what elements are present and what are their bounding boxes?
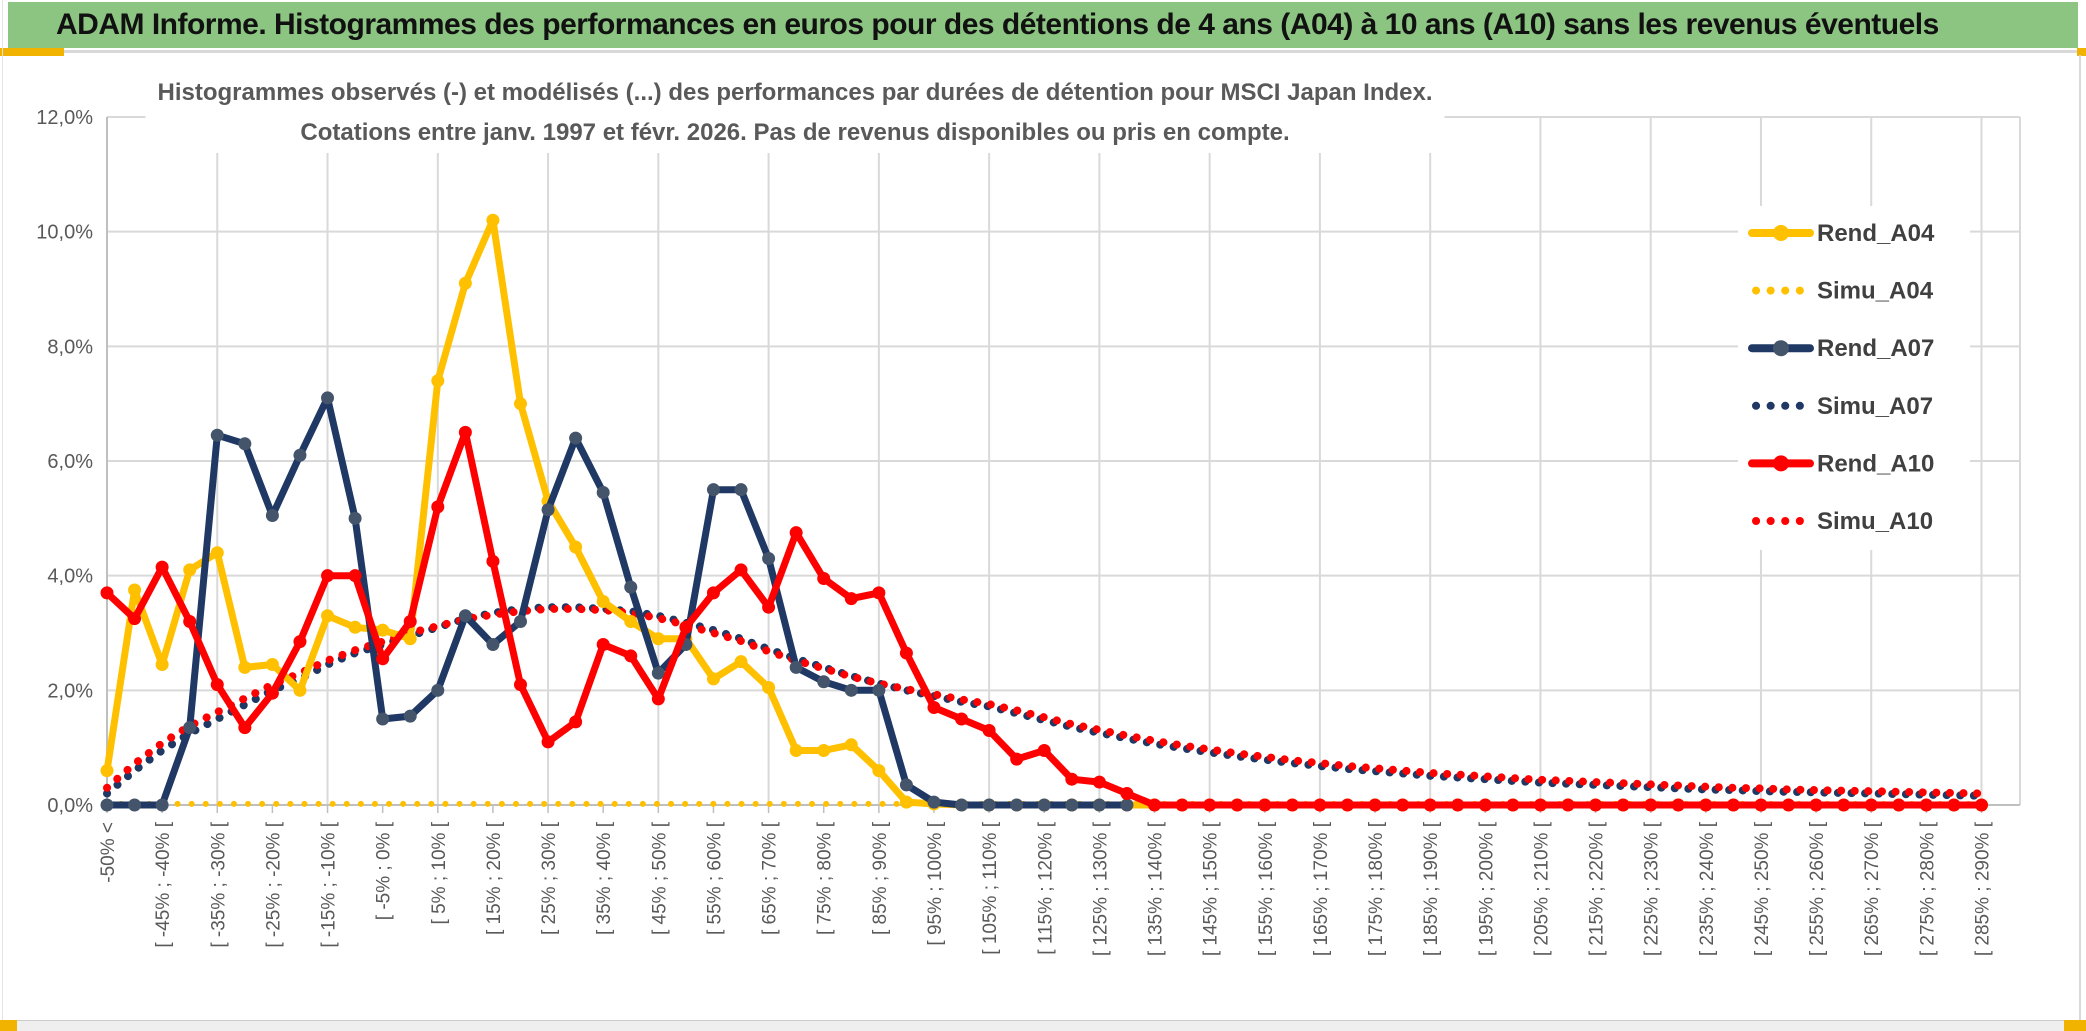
bottom-divider (0, 1020, 2086, 1021)
x-tick-label: [ 285% ; 290% [ (1973, 821, 1994, 956)
chart-title-line1: Histogrammes observés (-) et modélisés (… (157, 79, 1433, 106)
series-Rend_A10 (100, 425, 1988, 812)
x-tick-label: [ 195% ; 200% [ (1476, 821, 1497, 956)
x-tick-label: [ 115% ; 120% [ (1035, 821, 1056, 954)
x-tick-label: [ 175% ; 180% [ (1366, 821, 1387, 956)
legend-item-Simu_A04: Simu_A04 (1752, 278, 1934, 305)
x-tick-label: [ 25% ; 30% [ (539, 821, 560, 935)
x-tick-label: [ 95% ; 100% [ (925, 821, 946, 945)
legend-item-Simu_A07: Simu_A07 (1752, 393, 1933, 420)
x-tick-label: [ -15% ; -10% [ (319, 821, 340, 947)
top-divider (64, 50, 2077, 53)
x-tick-label: [ -25% ; -20% [ (263, 821, 284, 947)
x-tick-label: [ 275% ; 280% [ (1917, 821, 1938, 956)
x-tick-label: [ 75% ; 80% [ (815, 821, 836, 935)
x-tick-label: [ 165% ; 170% [ (1311, 821, 1332, 956)
legend-item-Rend_A10: Rend_A10 (1748, 450, 1934, 477)
legend-item-Rend_A07: Rend_A07 (1748, 335, 1934, 362)
x-tick-label: [ 265% ; 270% [ (1862, 821, 1883, 956)
gridlines (107, 116, 2021, 805)
x-tick-label: [ 55% ; 60% [ (704, 821, 725, 935)
x-tick-label: [ 125% ; 130% [ (1090, 821, 1111, 956)
chart-title-line2: Cotations entre janv. 1997 et févr. 2026… (300, 119, 1290, 146)
series-Simu_A10 (103, 604, 1986, 798)
x-tick-label: [ 15% ; 20% [ (484, 821, 505, 935)
legend-label: Rend_A07 (1817, 335, 1934, 362)
x-tick-label: [ 225% ; 230% [ (1642, 821, 1663, 956)
y-tick-label: 2,0% (47, 680, 93, 702)
bottom-bar (17, 1021, 2064, 1031)
series-Simu_A07 (103, 603, 1986, 800)
x-tick-label: [ 245% ; 250% [ (1752, 821, 1773, 956)
x-tick-label: [ 65% ; 70% [ (760, 821, 781, 935)
title-bar: ADAM Informe. Histogrammes des performan… (8, 2, 2078, 48)
x-tick-label: [ -5% ; 0% [ (374, 821, 395, 920)
x-tick-label: [ 215% ; 220% [ (1587, 821, 1608, 956)
x-tick-label: [ 45% ; 50% [ (649, 821, 670, 935)
legend-label: Simu_A07 (1817, 393, 1933, 420)
page-title: ADAM Informe. Histogrammes des performan… (56, 8, 1939, 41)
legend-label: Simu_A04 (1817, 278, 1934, 305)
legend-item-Rend_A04: Rend_A04 (1748, 220, 1935, 247)
legend-label: Rend_A04 (1817, 220, 1935, 247)
legend-item-Simu_A10: Simu_A10 (1752, 508, 1933, 535)
x-tick-label: [ 255% ; 260% [ (1807, 821, 1828, 956)
gold-accent-bottom-right (2064, 1020, 2086, 1031)
x-tick-label: [ -35% ; -30% [ (208, 821, 229, 947)
series-Rend_A07 (100, 391, 1134, 812)
x-tick-label: [ 205% ; 210% [ (1531, 821, 1552, 956)
y-tick-label: 8,0% (47, 336, 93, 358)
x-tick-label: [ 235% ; 240% [ (1697, 821, 1718, 956)
y-tick-label: 4,0% (47, 566, 93, 588)
chart-title: Histogrammes observés (-) et modélisés (… (145, 73, 1445, 153)
legend-label: Simu_A10 (1817, 508, 1933, 535)
axes (106, 117, 2020, 813)
y-axis-labels: 0,0% 2,0% 4,0% 6,0% 8,0% 10,0% 12,0% (36, 107, 93, 817)
x-tick-label: [ 105% ; 110% [ (980, 821, 1001, 954)
x-tick-label: [ 135% ; 140% [ (1146, 821, 1167, 956)
x-tick-label: [ 185% ; 190% [ (1421, 821, 1442, 956)
x-tick-label: [ 85% ; 90% [ (870, 821, 891, 935)
y-tick-label: 0,0% (47, 795, 93, 817)
gold-accent-top-left (0, 48, 64, 56)
x-tick-label: -50% < (98, 822, 119, 883)
gold-accent-top-right (2077, 48, 2086, 56)
x-tick-label: [ -45% ; -40% [ (153, 821, 174, 947)
legend: Rend_A04 Simu_A04 Rend_A07 Simu_A07 Rend_A10… (1738, 206, 1970, 550)
x-axis-labels: -50% < [ -45% ; -40% [ [ -35% ; -30% [ [ -2… (98, 821, 1994, 956)
right-border (2079, 55, 2081, 1021)
y-tick-label: 10,0% (36, 222, 93, 244)
left-border (2, 0, 3, 1020)
gold-accent-bottom-left (0, 1020, 17, 1031)
x-tick-label: [ 35% ; 40% [ (594, 821, 615, 935)
y-tick-label: 6,0% (47, 451, 93, 473)
x-tick-label: [ 155% ; 160% [ (1256, 821, 1277, 956)
legend-label: Rend_A10 (1817, 450, 1934, 477)
x-tick-label: [ 5% ; 10% [ (429, 821, 450, 924)
x-tick-label: [ 145% ; 150% [ (1201, 821, 1222, 956)
y-tick-label: 12,0% (36, 107, 93, 129)
